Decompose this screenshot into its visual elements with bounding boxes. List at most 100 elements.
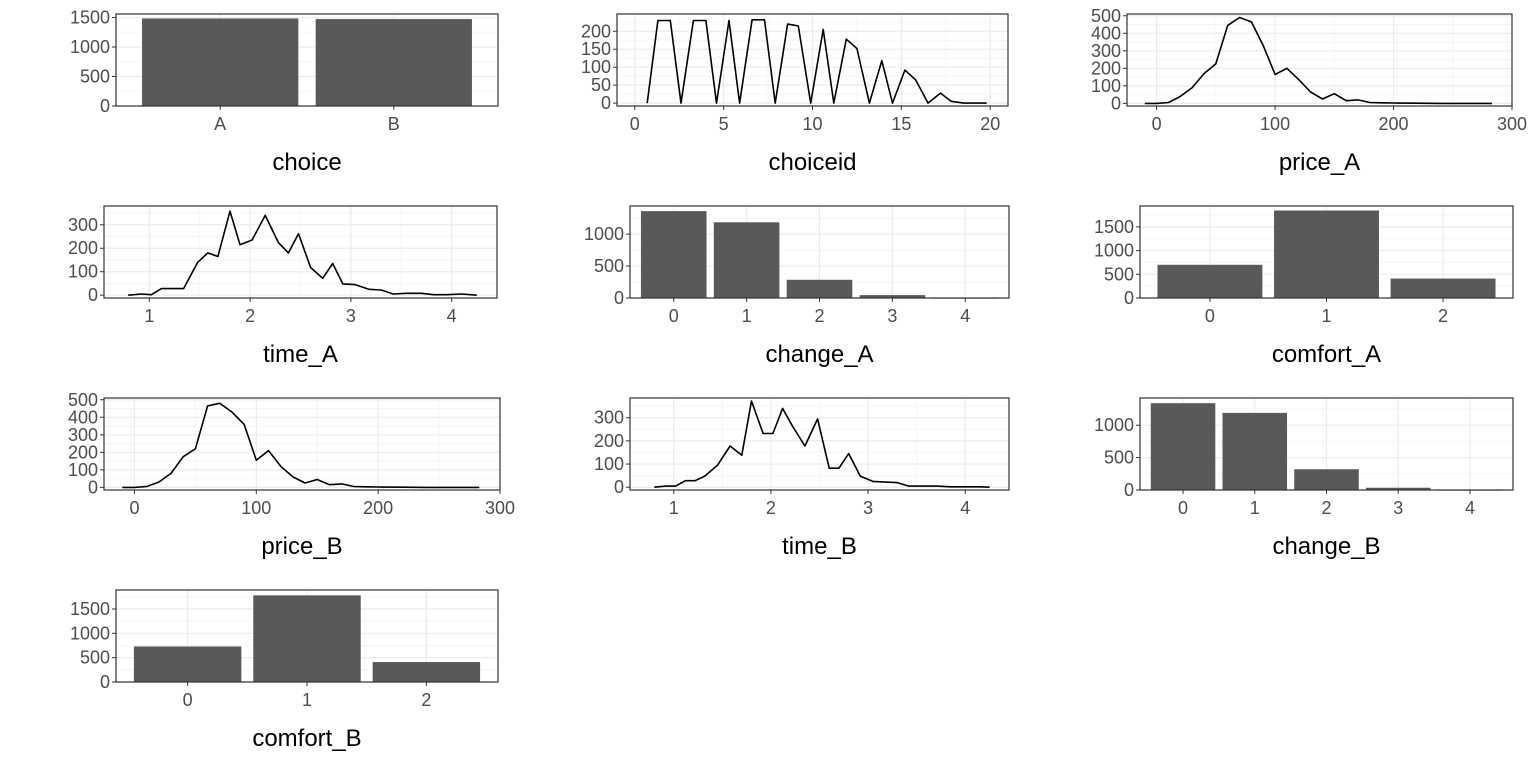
x-tick-label: 2: [245, 306, 255, 326]
y-tick-label: 0: [88, 285, 98, 305]
y-tick-label: 500: [1104, 448, 1134, 468]
panel-border: [629, 397, 1010, 491]
panel-border: [115, 13, 499, 107]
panel-change-A: 0 500 1000 0 1 2 3 4 change_A: [584, 205, 1010, 368]
x-tick-label: A: [214, 114, 226, 134]
y-tick-label: 0: [100, 96, 110, 116]
y-tick-label: 200: [68, 238, 98, 258]
x-axis-title: price_B: [261, 533, 342, 560]
y-tick-label: 1500: [70, 599, 110, 619]
x-tick-label: 200: [363, 498, 393, 518]
x-tick-label: 200: [1379, 114, 1409, 134]
y-tick-label: 0: [1111, 93, 1121, 113]
y-tick-label: 1000: [1094, 415, 1134, 435]
y-tick-label: 200: [581, 21, 611, 41]
panel-border: [115, 589, 499, 683]
y-tick-label: 1000: [1094, 241, 1134, 261]
y-tick-label: 500: [80, 648, 110, 668]
y-tick-label: 0: [614, 288, 624, 308]
y-tick-label: 400: [1091, 23, 1121, 43]
bar-1: [253, 595, 361, 682]
y-tick-label: 500: [594, 256, 624, 276]
y-tick-label: 300: [1091, 41, 1121, 61]
y-tick-label: 500: [1104, 264, 1134, 284]
y-tick-label: 0: [100, 672, 110, 692]
y-tick-label: 400: [68, 407, 98, 427]
x-tick-label: 2: [814, 306, 824, 326]
x-tick-label: 0: [1205, 306, 1215, 326]
bar-A: [142, 18, 299, 106]
y-tick-label: 300: [594, 408, 624, 428]
y-tick-label: 1000: [70, 623, 110, 643]
y-tick-label: 100: [68, 460, 98, 480]
x-tick-label: 0: [129, 498, 139, 518]
y-tick-label: 1000: [70, 37, 110, 57]
y-tick-label: 200: [594, 431, 624, 451]
y-tick-label: 500: [80, 67, 110, 87]
y-tick-label: 50: [591, 75, 611, 95]
bar-1: [1222, 412, 1288, 490]
panel-border: [1139, 205, 1514, 299]
bar-3: [859, 295, 926, 298]
panel-border: [103, 397, 501, 491]
panel-border: [1139, 397, 1514, 491]
y-tick-label: 1500: [1094, 217, 1134, 237]
y-tick-label: 1500: [70, 8, 110, 28]
panel-comfort-B: 0 500 1000 1500 0 1 2 comfort_B: [70, 589, 499, 752]
x-tick-label: 2: [1321, 498, 1331, 518]
x-tick-label: 0: [1178, 498, 1188, 518]
x-tick-label: 100: [1260, 114, 1290, 134]
x-axis-title: choiceid: [768, 149, 856, 176]
panel-border: [1126, 13, 1513, 107]
x-tick-label: 4: [1465, 498, 1475, 518]
bar-3: [1365, 487, 1431, 490]
bar-0: [133, 646, 242, 682]
bar-2: [786, 279, 853, 298]
x-tick-label: 3: [863, 498, 873, 518]
y-tick-label: 0: [1124, 480, 1134, 500]
y-tick-label: 200: [68, 442, 98, 462]
x-tick-label: 0: [1152, 114, 1162, 134]
x-tick-label: 3: [346, 306, 356, 326]
y-tick-label: 100: [594, 454, 624, 474]
series-line: [1144, 16, 1492, 105]
panel-border: [103, 205, 498, 299]
x-tick-label: 100: [241, 498, 271, 518]
x-tick-label: 1: [144, 306, 154, 326]
x-tick-label: 0: [183, 690, 193, 710]
y-tick-label: 0: [88, 477, 98, 497]
x-tick-label: 1: [1321, 306, 1331, 326]
x-tick-label: 3: [1393, 498, 1403, 518]
x-axis-title: choice: [272, 149, 341, 176]
x-tick-label: 2: [1438, 306, 1448, 326]
panel-change-B: 0 500 1000 0 1 2 3 4 change_B: [1094, 397, 1514, 560]
x-tick-label: B: [388, 114, 400, 134]
x-tick-label: 2: [766, 498, 776, 518]
series-line: [646, 18, 987, 104]
y-tick-label: 100: [581, 57, 611, 77]
panel-border: [629, 205, 1010, 299]
x-tick-label: 2: [421, 690, 431, 710]
x-tick-label: 1: [669, 498, 679, 518]
x-tick-label: 4: [960, 498, 970, 518]
bar-2: [372, 662, 481, 682]
x-tick-label: 300: [1497, 114, 1527, 134]
x-axis-title: time_B: [782, 533, 857, 560]
bar-1: [1274, 210, 1379, 298]
x-tick-label: 1: [302, 690, 312, 710]
x-tick-label: 300: [485, 498, 515, 518]
x-tick-label: 20: [980, 114, 1000, 134]
y-tick-label: 300: [68, 425, 98, 445]
series-line: [122, 402, 480, 489]
panel-comfort-A: 0 500 1000 1500 0 1 2 comfort_A: [1094, 205, 1514, 368]
series-line: [654, 400, 990, 488]
x-tick-label: 0: [669, 306, 679, 326]
bar-0: [640, 211, 707, 298]
x-axis-title: time_A: [263, 341, 338, 368]
panel-time-A: 0 100 200 300 1 2 3 4 time_A: [68, 205, 498, 368]
x-axis-title: price_A: [1279, 149, 1360, 176]
x-axis-title: comfort_A: [1272, 341, 1381, 368]
